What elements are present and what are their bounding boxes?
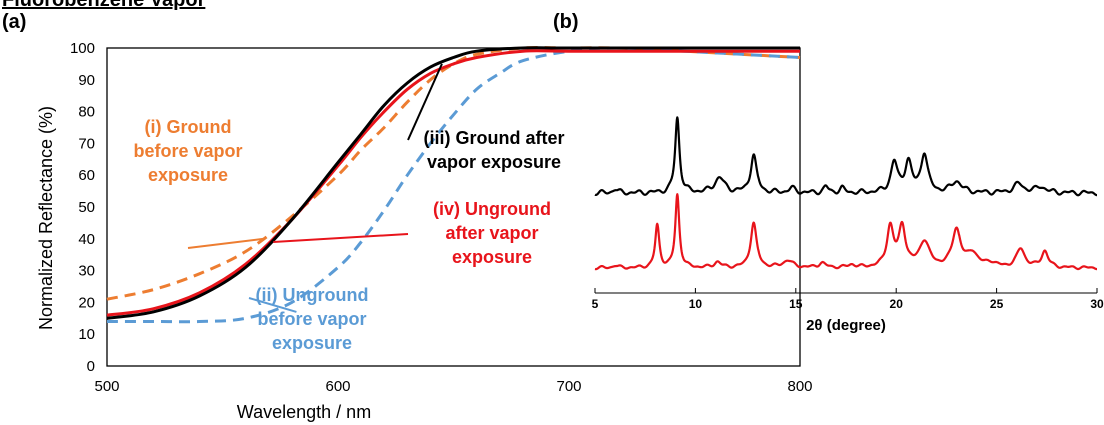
annotation-iii-text: (iii) Ground after bbox=[424, 128, 565, 148]
annotation-i-text: (i) Ground bbox=[145, 117, 232, 137]
annotation-ii-leader bbox=[248, 297, 297, 313]
series-iii-line bbox=[106, 46, 800, 320]
y-tick-label: 100 bbox=[70, 40, 95, 57]
plot-area-frame bbox=[106, 47, 801, 367]
reflectance-series bbox=[106, 46, 801, 324]
annotations: (i) Ground before vapor exposure (ii) Ungro… bbox=[133, 63, 565, 353]
y-tick-label: 0 bbox=[87, 358, 95, 375]
x-tick-label: 800 bbox=[787, 378, 812, 395]
x-tick-labels: 500 600 700 800 bbox=[94, 378, 812, 395]
x-tick-label: 30 bbox=[1090, 297, 1104, 311]
xrd-pattern-black bbox=[594, 116, 1098, 197]
xrd-patterns bbox=[594, 116, 1098, 271]
figure-title: Fluorobenzene Vapor bbox=[2, 0, 206, 11]
reflectance-chart: 0 10 20 30 40 50 60 70 80 90 100 500 600 700 800 (i) … bbox=[36, 40, 813, 422]
x-tick-label: 500 bbox=[94, 378, 119, 395]
y-tick-label: 10 bbox=[78, 326, 95, 343]
annotation-i-text: before vapor bbox=[133, 141, 242, 161]
x-tick-label: 600 bbox=[325, 378, 350, 395]
y-tick-label: 90 bbox=[78, 72, 95, 89]
annotation-ii-text: exposure bbox=[272, 333, 352, 353]
annotation-iii-text: vapor exposure bbox=[427, 152, 561, 172]
annotation-iv-leader bbox=[273, 233, 409, 243]
x-tick-label: 700 bbox=[556, 378, 581, 395]
x-axis-label: 2θ (degree) bbox=[806, 317, 886, 334]
y-tick-label: 70 bbox=[78, 135, 95, 152]
x-tick-label: 20 bbox=[890, 297, 904, 311]
y-tick-label: 40 bbox=[78, 231, 95, 248]
x-tick-label: 10 bbox=[689, 297, 703, 311]
x-tick-labels: 5 10 15 20 25 30 bbox=[592, 288, 1104, 311]
annotation-iv-text: after vapor bbox=[445, 223, 538, 243]
annotation-iv-text: exposure bbox=[452, 247, 532, 267]
annotation-ii-text: (ii) Unground bbox=[256, 285, 369, 305]
y-tick-label: 50 bbox=[78, 199, 95, 216]
xrd-pattern-red bbox=[594, 193, 1098, 271]
y-axis-label: Normalized Reflectance (%) bbox=[36, 106, 56, 330]
annotation-i-text: exposure bbox=[148, 165, 228, 185]
y-tick-label: 30 bbox=[78, 263, 95, 280]
x-axis-label: Wavelength / nm bbox=[237, 402, 371, 422]
x-tick-label: 15 bbox=[789, 297, 803, 311]
annotation-ii-text: before vapor bbox=[257, 309, 366, 329]
annotation-iii-leader bbox=[407, 63, 443, 141]
xrd-chart: 5 10 15 20 25 30 2θ (degree) bbox=[592, 116, 1104, 334]
panel-b-label: (b) bbox=[553, 11, 579, 33]
y-tick-label: 80 bbox=[78, 104, 95, 121]
series-iv-line bbox=[106, 49, 800, 317]
y-tick-label: 60 bbox=[78, 167, 95, 184]
panel-a-label: (a) bbox=[2, 11, 26, 33]
annotation-iv-text: (iv) Unground bbox=[433, 199, 551, 219]
x-tick-label: 25 bbox=[990, 297, 1004, 311]
x-tick-label: 5 bbox=[592, 297, 599, 311]
annotation-i-leader bbox=[187, 237, 265, 249]
y-tick-label: 20 bbox=[78, 294, 95, 311]
y-tick-labels: 0 10 20 30 40 50 60 70 80 90 100 bbox=[70, 40, 95, 375]
